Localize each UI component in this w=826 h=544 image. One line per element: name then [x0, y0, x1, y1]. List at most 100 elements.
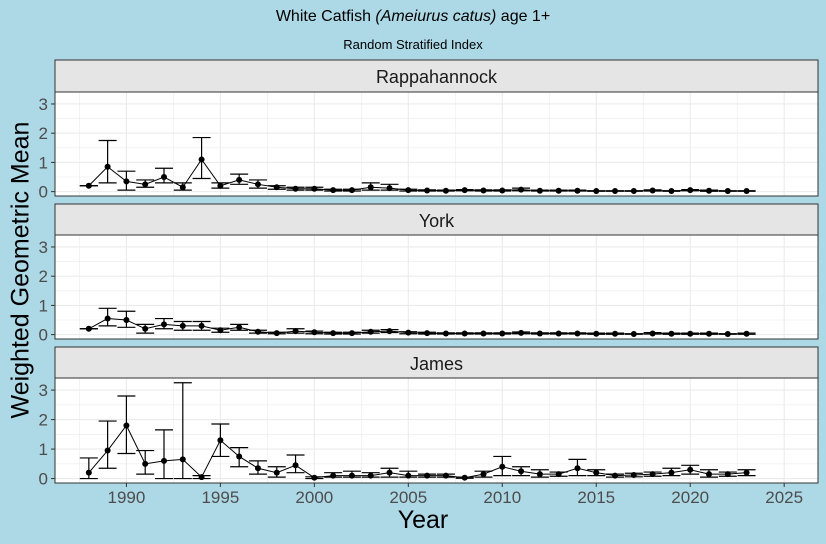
data-point	[574, 465, 581, 472]
data-point	[386, 185, 393, 192]
data-point	[424, 472, 431, 479]
data-point	[480, 330, 487, 337]
facet-strip	[54, 203, 819, 236]
x-tick-label: 2025	[765, 488, 803, 507]
data-point	[424, 187, 431, 194]
data-point	[612, 472, 619, 479]
data-point	[405, 187, 412, 194]
title-species: (Ameiurus catus)	[375, 8, 497, 25]
facet-label: York	[419, 211, 455, 231]
data-point	[179, 456, 186, 463]
data-point	[518, 329, 525, 336]
data-point	[254, 465, 261, 472]
data-point	[668, 330, 675, 337]
data-point	[85, 325, 92, 332]
data-point	[161, 174, 167, 181]
data-point	[273, 330, 280, 337]
data-point	[743, 188, 750, 195]
data-point	[292, 462, 299, 469]
data-point	[612, 330, 619, 337]
y-tick-label: 1	[39, 153, 48, 172]
data-point	[668, 469, 675, 476]
data-point	[668, 188, 675, 195]
data-point	[292, 328, 299, 335]
data-point	[123, 178, 130, 185]
data-point	[706, 471, 712, 478]
data-point	[630, 472, 637, 479]
data-point	[442, 472, 449, 479]
data-point	[330, 330, 337, 337]
data-point	[123, 422, 130, 429]
data-point	[254, 181, 261, 188]
data-point	[687, 187, 694, 194]
data-point	[518, 468, 525, 475]
y-tick-label: 0	[39, 470, 48, 489]
data-point	[574, 330, 581, 337]
data-point	[706, 330, 712, 337]
y-tick-label: 2	[39, 267, 48, 286]
x-tick-label: 2020	[671, 488, 709, 507]
y-tick-label: 0	[39, 326, 48, 345]
data-point	[161, 457, 167, 464]
data-point	[386, 469, 393, 476]
data-point	[236, 176, 243, 183]
data-point	[743, 469, 750, 476]
data-point	[574, 187, 581, 194]
data-point	[461, 187, 468, 194]
data-point	[649, 187, 656, 194]
data-point	[461, 474, 468, 481]
data-point	[142, 181, 149, 188]
title-text: White Catfish	[275, 8, 376, 25]
data-point	[424, 330, 431, 337]
data-point	[706, 187, 712, 194]
chart-title: White Catfish (Ameiurus catus) age 1+	[0, 8, 826, 26]
data-point	[330, 472, 337, 479]
x-tick-label: 2000	[295, 488, 333, 507]
data-point	[649, 330, 656, 337]
data-point	[555, 187, 562, 194]
data-point	[217, 327, 224, 334]
y-tick-label: 2	[39, 124, 48, 143]
data-point	[499, 463, 506, 470]
data-point	[348, 330, 355, 337]
data-point	[518, 186, 525, 193]
panel-border	[54, 91, 819, 197]
data-point	[367, 472, 374, 479]
data-point	[367, 184, 374, 191]
data-point	[236, 453, 243, 460]
data-point	[85, 182, 92, 189]
data-point	[743, 330, 750, 337]
data-point	[311, 329, 318, 336]
y-tick-label: 3	[39, 381, 48, 400]
panel-background	[55, 235, 818, 339]
title-suffix: age 1+	[496, 8, 551, 25]
series-line	[88, 424, 747, 479]
y-tick-label: 2	[39, 411, 48, 430]
data-point	[687, 466, 694, 473]
panel-border	[54, 234, 819, 340]
y-tick-label: 0	[39, 183, 48, 202]
data-point	[405, 329, 412, 336]
y-tick-label: 1	[39, 440, 48, 459]
data-point	[480, 471, 487, 478]
data-point	[179, 322, 186, 329]
data-point	[292, 185, 299, 192]
data-point	[236, 324, 243, 331]
data-point	[198, 322, 205, 329]
facet-label: James	[410, 354, 463, 374]
panel-border	[54, 377, 819, 484]
data-point	[254, 328, 261, 335]
data-point	[649, 471, 656, 478]
data-point	[593, 330, 600, 337]
data-point	[311, 474, 318, 481]
data-point	[348, 187, 355, 194]
facet-label: Rappahannock	[376, 67, 498, 87]
data-point	[123, 317, 130, 324]
data-point	[536, 187, 543, 194]
data-point	[630, 188, 637, 195]
data-point	[593, 469, 600, 476]
data-point	[612, 188, 619, 195]
data-point	[386, 328, 393, 335]
